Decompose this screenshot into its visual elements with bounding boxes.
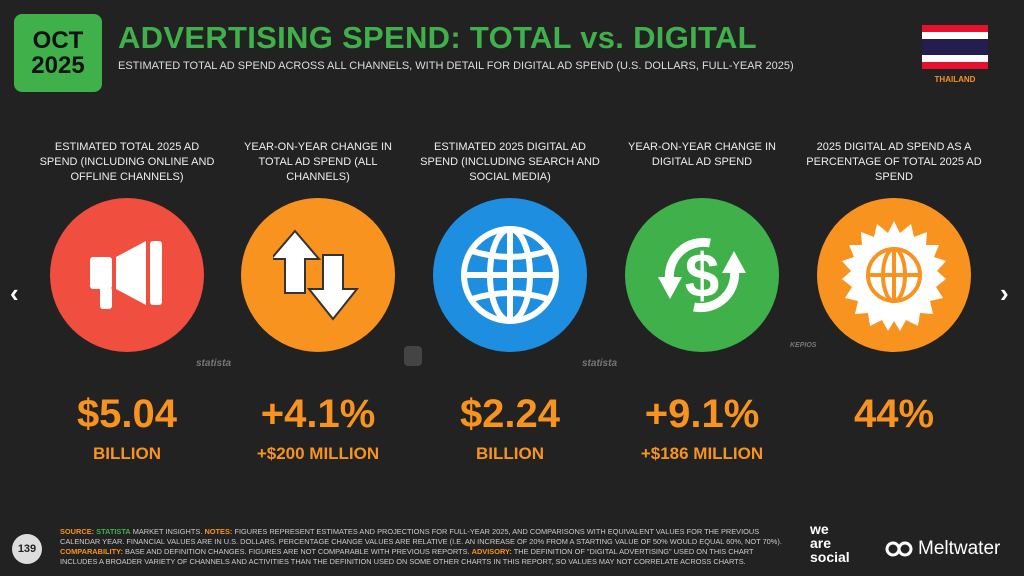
prev-slide-button[interactable]: ‹ — [10, 278, 19, 308]
metric-sub: BILLION — [476, 444, 544, 463]
globe-icon — [433, 198, 587, 352]
fn-comparability-text: BASE AND DEFINITION CHANGES. FIGURES ARE… — [125, 547, 470, 556]
metric-sub: BILLION — [93, 444, 161, 463]
page-title: ADVERTISING SPEND: TOTAL vs. DIGITAL — [118, 20, 757, 55]
brand-line: are — [810, 535, 832, 551]
metric-value: $2.24 — [459, 392, 561, 436]
metric-value: +9.1% — [644, 392, 760, 436]
fn-source-text: MARKET INSIGHTS. — [132, 527, 203, 536]
kepios-watermark: KEPIOS — [790, 342, 817, 349]
meltwater-text: Meltwater — [918, 538, 1001, 559]
svg-text:$: $ — [685, 242, 719, 311]
metric-sub: +$186 MILLION — [640, 444, 764, 463]
thailand-flag-icon — [922, 25, 988, 69]
statista-watermark: statista — [196, 358, 232, 369]
country-label: THAILAND — [934, 75, 976, 84]
brand-line: social — [810, 549, 850, 565]
footnote: SOURCE: STATISTA MARKET INSIGHTS. NOTES:… — [60, 527, 788, 567]
metric-sub: +$200 MILLION — [256, 444, 380, 463]
brand-line: we — [810, 521, 829, 537]
dollar-cycle-icon: $ — [625, 198, 779, 352]
meltwater-logo: Meltwater — [884, 538, 1000, 560]
page-subtitle: ESTIMATED TOTAL AD SPEND ACROSS ALL CHAN… — [118, 60, 794, 72]
fn-source-value: STATISTA — [96, 527, 131, 536]
metric-label: YEAR-ON-YEAR CHANGE IN DIGITAL AD SPEND — [628, 141, 776, 168]
metric-label: 2025 DIGITAL AD SPEND AS A PERCENTAGE OF… — [806, 141, 982, 183]
badge-year: 2025 — [31, 52, 85, 79]
up-down-arrows-icon — [241, 198, 395, 352]
metric-value: 44% — [853, 392, 935, 436]
fn-notes-text: FIGURES REPRESENT ESTIMATES AND PROJECTI… — [60, 527, 782, 546]
page-number: 139 — [12, 534, 42, 564]
datareportal-logo-icon — [404, 346, 422, 366]
next-slide-button[interactable]: › — [1000, 278, 1009, 308]
fn-advisory-key: ADVISORY: — [471, 547, 512, 556]
metric-value: $5.04 — [76, 392, 178, 436]
metric-label: ESTIMATED TOTAL 2025 AD SPEND (INCLUDING… — [39, 141, 215, 183]
date-badge: OCT 2025 — [14, 14, 102, 92]
meltwater-mark-icon — [885, 541, 913, 557]
metric-label: YEAR-ON-YEAR CHANGE IN TOTAL AD SPEND (A… — [244, 141, 392, 183]
fn-advisory-text: THE DEFINITION OF "DIGITAL ADVERTISING" … — [60, 547, 754, 566]
badge-month: OCT — [32, 27, 84, 54]
metric-label: ESTIMATED 2025 DIGITAL AD SPEND (INCLUDI… — [420, 141, 600, 183]
globe-badge-icon — [817, 198, 971, 352]
megaphone-icon — [50, 198, 204, 352]
metric-value: +4.1% — [260, 392, 376, 436]
fn-comparability-key: COMPARABILITY: — [60, 547, 123, 556]
statista-watermark: statista — [582, 358, 618, 369]
fn-notes-key: NOTES: — [204, 527, 233, 536]
we-are-social-logo: we are social — [810, 522, 850, 564]
fn-source-key: SOURCE: — [60, 527, 95, 536]
